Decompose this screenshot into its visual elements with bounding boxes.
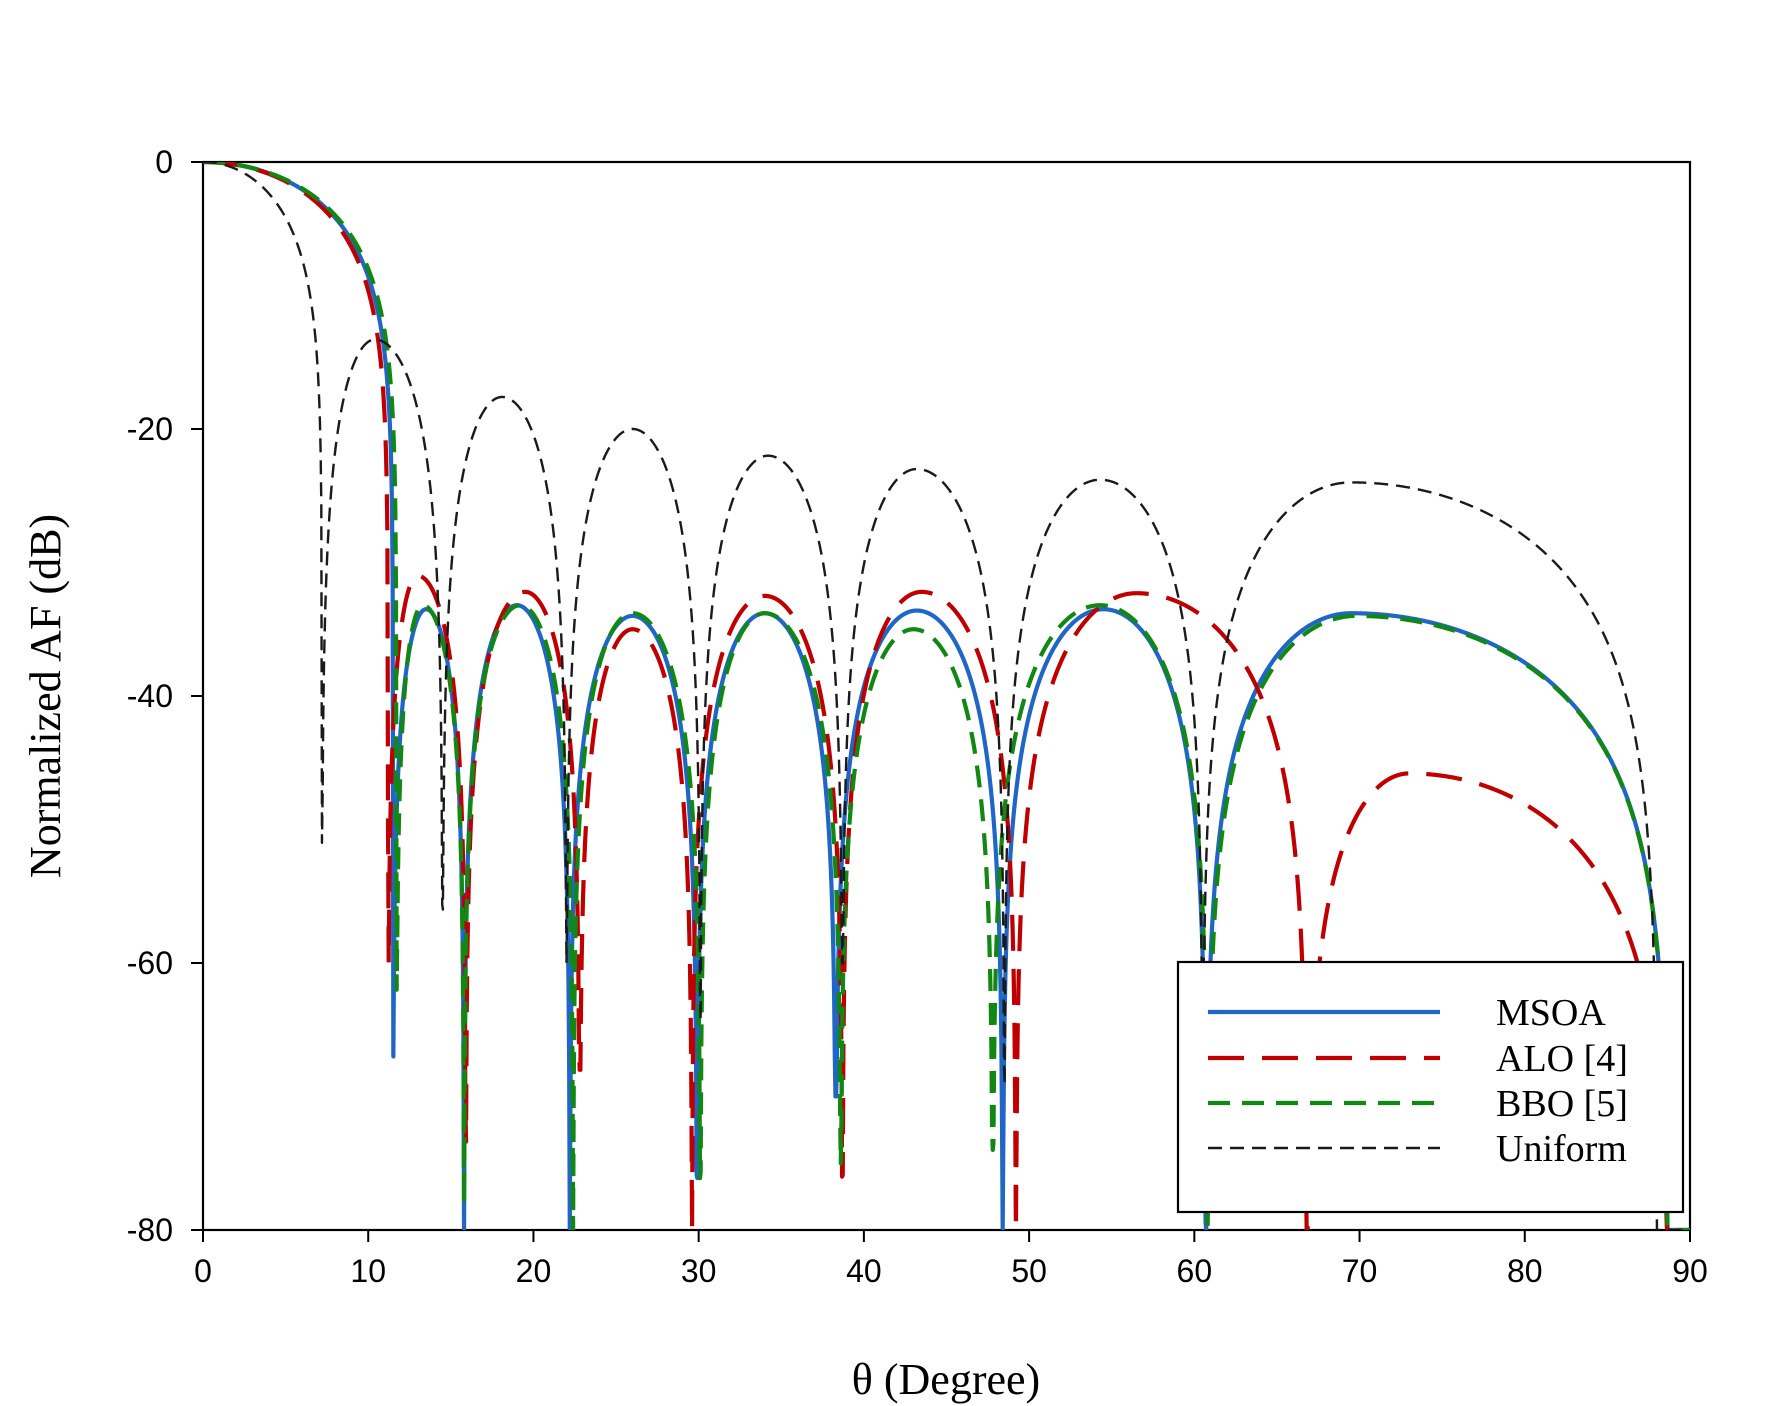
x-tick-label: 50: [1011, 1253, 1047, 1289]
y-tick-label: -40: [127, 678, 173, 714]
series-curves: [203, 162, 1690, 1230]
series-line-bbo-5: [203, 162, 1690, 1230]
y-tick-label: -80: [127, 1212, 173, 1248]
x-tick-label: 0: [194, 1253, 212, 1289]
x-tick-label: 70: [1342, 1253, 1378, 1289]
y-axis: 0 -20 -40 -60 -80: [127, 144, 203, 1248]
y-axis-title: Normalized AF (dB): [21, 514, 70, 878]
x-tick-label: 80: [1507, 1253, 1543, 1289]
legend-label: ALO [4]: [1496, 1038, 1628, 1080]
x-tick-label: 10: [350, 1253, 386, 1289]
x-tick-label: 30: [681, 1253, 717, 1289]
y-tick-label: -60: [127, 945, 173, 981]
x-tick-label: 60: [1177, 1253, 1213, 1289]
x-axis-title: θ (Degree): [852, 1355, 1040, 1404]
x-tick-label: 20: [516, 1253, 552, 1289]
x-tick-label: 90: [1672, 1253, 1708, 1289]
x-axis: 0 10 20 30 40 50 60 70 80 90: [194, 1230, 1708, 1289]
legend-label: Uniform: [1496, 1128, 1627, 1170]
legend-label: MSOA: [1496, 992, 1606, 1034]
series-line-alo-4: [203, 162, 1690, 1230]
legend-label: BBO [5]: [1496, 1083, 1628, 1125]
legend-box: [1176, 960, 1685, 1214]
y-tick-label: 0: [155, 144, 173, 180]
series-line-uniform: [203, 162, 1690, 1230]
y-tick-label: -20: [127, 411, 173, 447]
x-tick-label: 40: [846, 1253, 882, 1289]
